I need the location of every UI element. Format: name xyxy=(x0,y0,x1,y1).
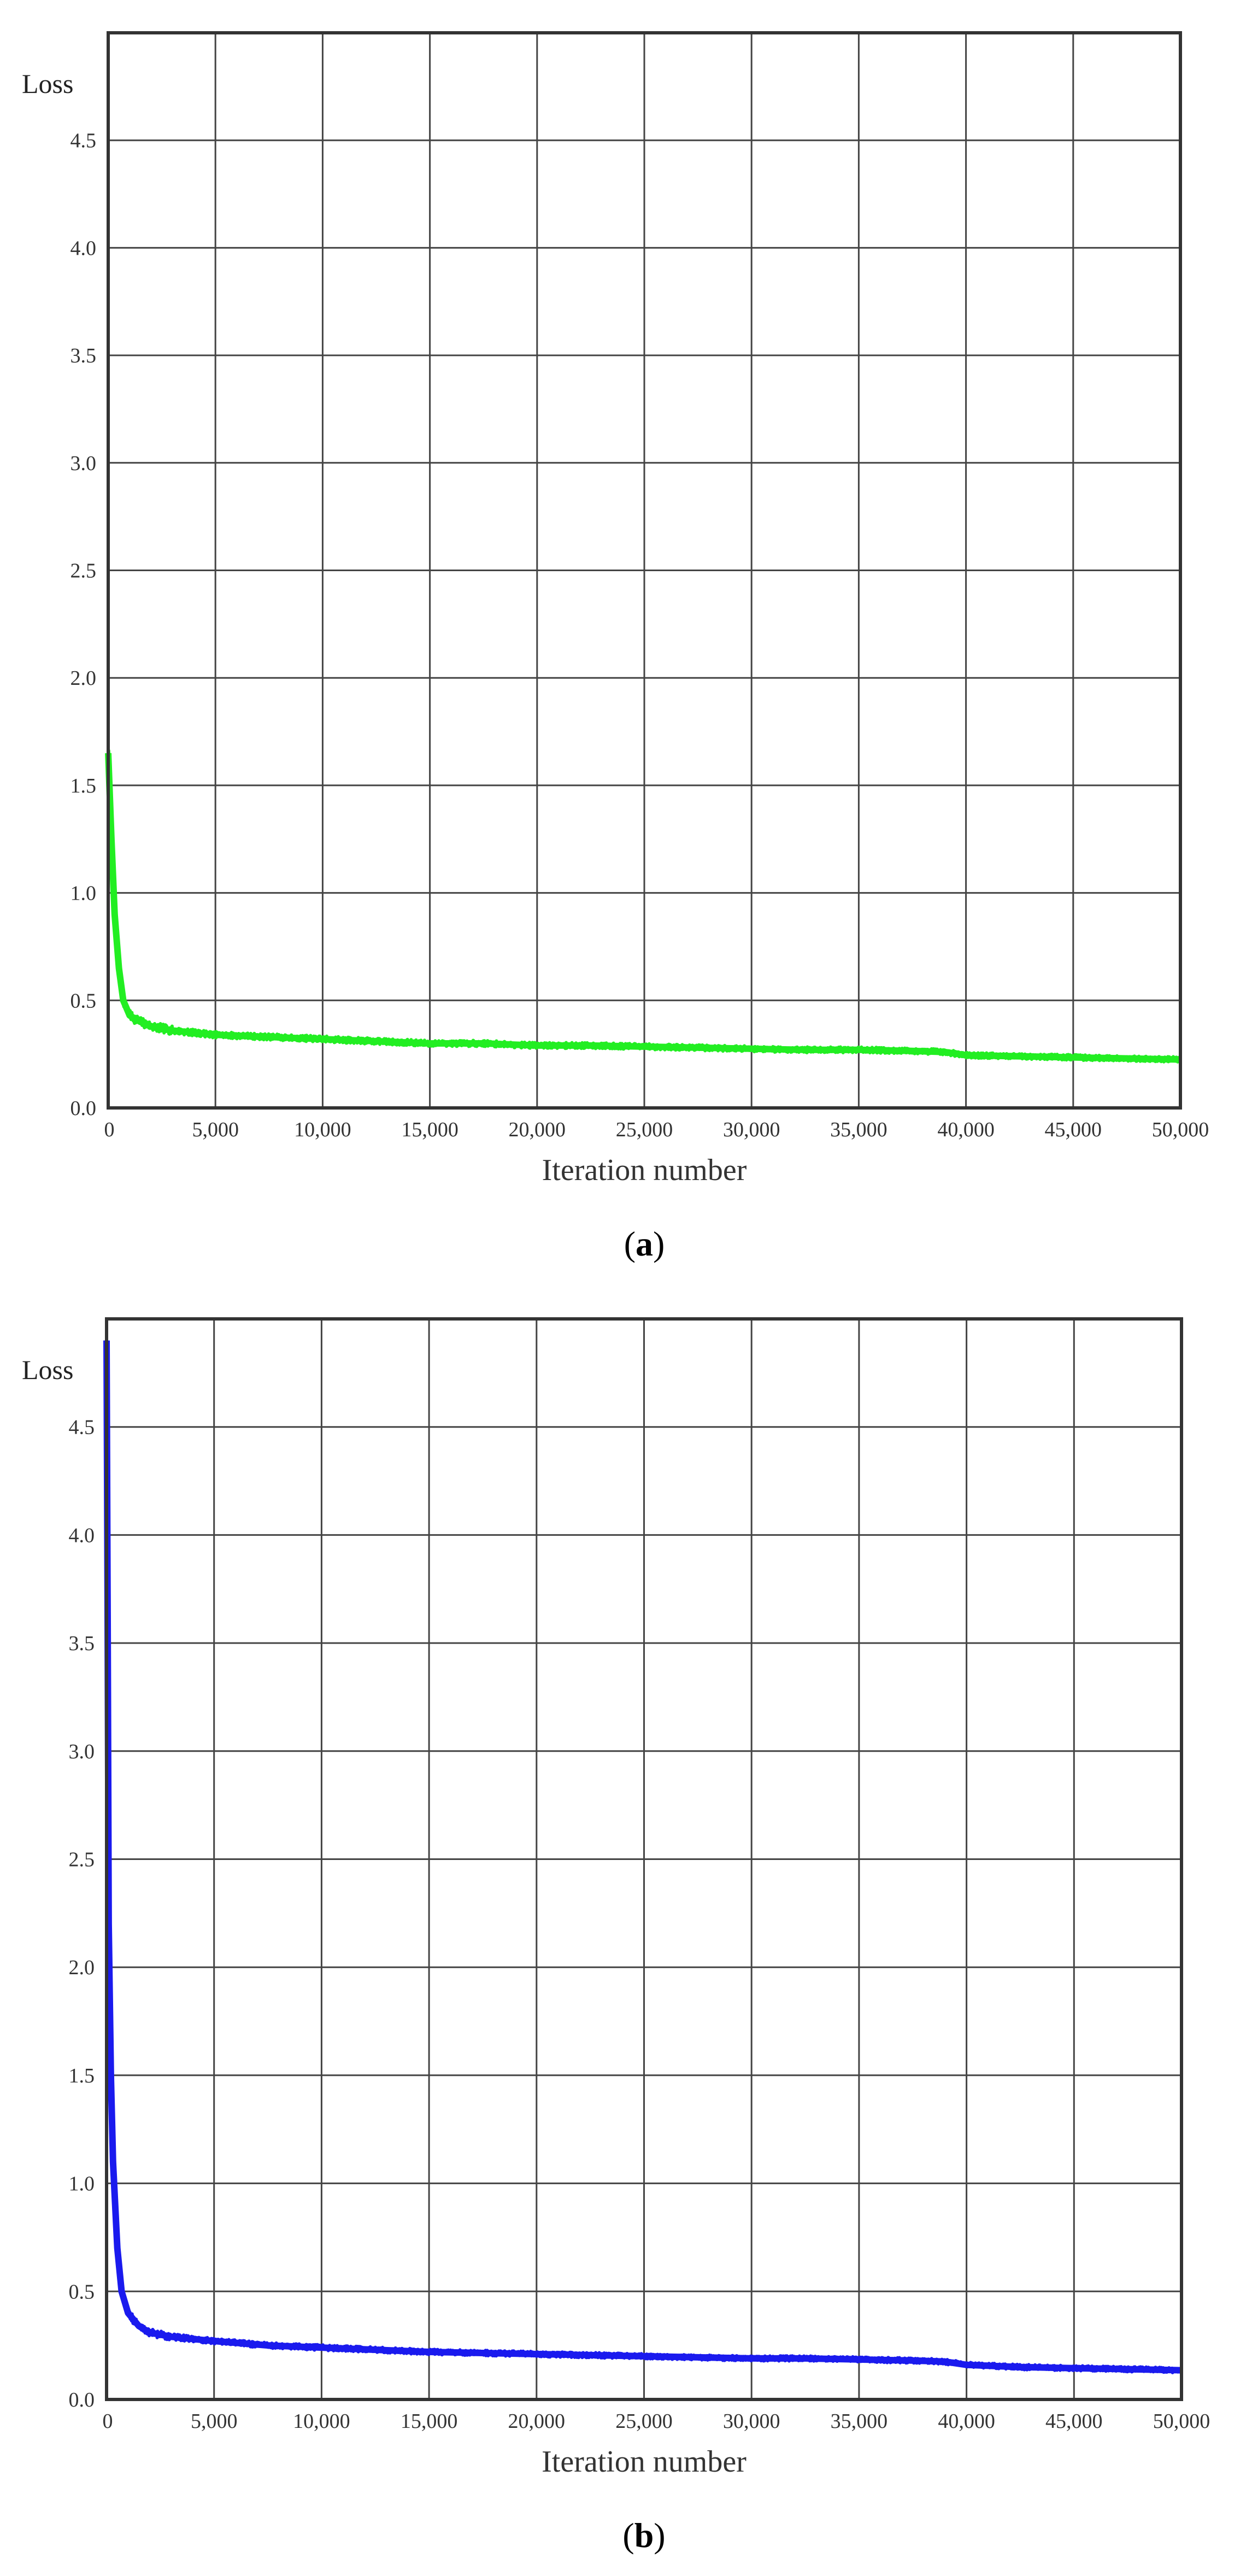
panel-caption-letter: a xyxy=(636,1224,653,1263)
x-tick-label: 30,000 xyxy=(723,1118,780,1141)
x-tick-label: 35,000 xyxy=(831,2410,888,2433)
grid-lines xyxy=(107,1319,1182,2399)
y-tick-label: 0.5 xyxy=(70,989,97,1012)
x-tick-label: 15,000 xyxy=(401,2410,458,2433)
loss-curve-layer xyxy=(103,1340,1183,2375)
x-tick-label: 25,000 xyxy=(615,2410,673,2433)
x-axis-title: Iteration number xyxy=(542,1153,747,1187)
y-tick-label: 3.0 xyxy=(70,452,97,475)
y-axis-title: Loss xyxy=(22,1354,73,1385)
y-tick-label: 4.0 xyxy=(70,237,97,260)
tick-labels: 0 5,000 10,000 15,000 20,000 25,000 30,000 35,0… xyxy=(69,1416,1210,2433)
panel-caption: (b) xyxy=(622,2516,665,2555)
x-tick-label: 20,000 xyxy=(509,1118,566,1141)
x-tick-label: 10,000 xyxy=(294,1118,351,1141)
x-tick-label: 40,000 xyxy=(937,1118,995,1141)
x-tick-label: 0 xyxy=(104,1118,115,1141)
loss-curve-layer xyxy=(105,749,1182,1064)
x-tick-label: 5,000 xyxy=(191,2410,238,2433)
y-tick-label: 4.5 xyxy=(70,130,97,152)
y-tick-label: 1.0 xyxy=(69,2173,95,2196)
x-tick-label: 25,000 xyxy=(616,1118,673,1141)
y-tick-label: 3.0 xyxy=(69,1740,95,1763)
x-tick-label: 10,000 xyxy=(293,2410,350,2433)
x-axis-title: Iteration number xyxy=(542,2445,747,2479)
plot-frame xyxy=(107,31,1182,1110)
x-tick-label: 50,000 xyxy=(1153,2410,1210,2433)
y-tick-label: 1.5 xyxy=(70,774,97,797)
y-tick-label: 3.5 xyxy=(69,1632,95,1655)
y-tick-label: 4.0 xyxy=(69,1524,95,1547)
x-tick-label: 40,000 xyxy=(938,2410,995,2433)
tick-labels: 0 5,000 10,000 15,000 20,000 25,000 30,000 35,0… xyxy=(70,130,1209,1141)
y-tick-label: 0.5 xyxy=(69,2280,95,2303)
y-tick-label: 4.5 xyxy=(69,1416,95,1439)
x-tick-label: 5,000 xyxy=(192,1118,239,1141)
panel-caption-letter: b xyxy=(634,2516,654,2555)
y-tick-label: 2.0 xyxy=(69,1956,95,1979)
x-tick-label: 20,000 xyxy=(508,2410,566,2433)
x-tick-label: 50,000 xyxy=(1152,1118,1209,1141)
y-tick-label: 2.0 xyxy=(70,667,97,690)
y-axis-title: Loss xyxy=(22,68,73,99)
panel-a-chart: 0 5,000 10,000 15,000 20,000 25,000 30,000 35,0… xyxy=(22,31,1209,1263)
y-tick-label: 1.0 xyxy=(70,882,97,905)
y-tick-label: 0.0 xyxy=(70,1097,97,1120)
y-tick-label: 3.5 xyxy=(70,344,97,367)
y-tick-label: 1.5 xyxy=(69,2064,95,2087)
x-tick-label: 45,000 xyxy=(1045,2410,1103,2433)
x-tick-label: 45,000 xyxy=(1045,1118,1102,1141)
y-tick-label: 0.0 xyxy=(69,2389,95,2411)
x-tick-label: 30,000 xyxy=(723,2410,780,2433)
y-tick-label: 2.5 xyxy=(69,1849,95,1871)
grid-lines xyxy=(108,33,1180,1108)
plot-frame xyxy=(105,1317,1183,2401)
y-tick-label: 2.5 xyxy=(70,560,97,583)
x-tick-label: 15,000 xyxy=(401,1118,459,1141)
x-tick-label: 35,000 xyxy=(830,1118,887,1141)
panel-caption: (a) xyxy=(624,1224,665,1263)
panel-b-chart: 0 5,000 10,000 15,000 20,000 25,000 30,000 35,0… xyxy=(22,1317,1210,2555)
x-tick-label: 0 xyxy=(103,2410,113,2433)
